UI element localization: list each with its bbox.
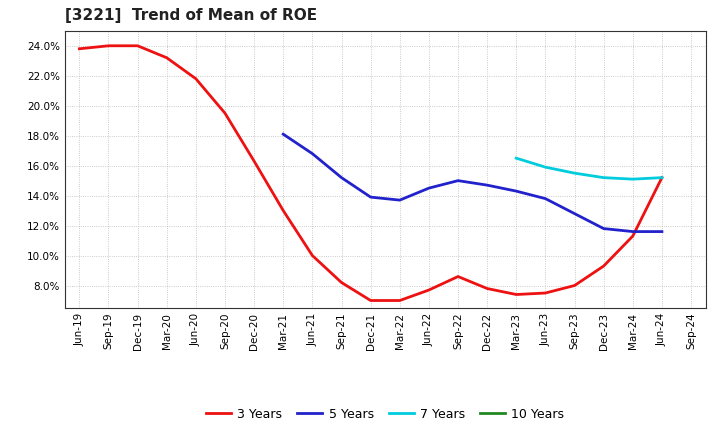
3 Years <box>75 46 84 51</box>
Line: 3 Years: 3 Years <box>79 46 662 301</box>
3 Years <box>163 55 171 60</box>
5 Years <box>454 178 462 183</box>
5 Years <box>483 183 492 188</box>
5 Years <box>512 188 521 194</box>
7 Years <box>570 171 579 176</box>
3 Years <box>366 298 375 303</box>
5 Years <box>337 175 346 180</box>
5 Years <box>308 151 317 156</box>
5 Years <box>279 132 287 137</box>
3 Years <box>133 43 142 48</box>
3 Years <box>629 234 637 239</box>
3 Years <box>104 43 113 48</box>
5 Years <box>366 194 375 200</box>
Line: 7 Years: 7 Years <box>516 158 662 179</box>
3 Years <box>279 208 287 213</box>
5 Years <box>395 198 404 203</box>
5 Years <box>570 211 579 216</box>
7 Years <box>599 175 608 180</box>
3 Years <box>599 264 608 269</box>
5 Years <box>541 196 550 201</box>
5 Years <box>629 229 637 234</box>
5 Years <box>657 229 666 234</box>
3 Years <box>250 158 258 164</box>
7 Years <box>657 175 666 180</box>
3 Years <box>220 110 229 116</box>
5 Years <box>425 186 433 191</box>
3 Years <box>483 286 492 291</box>
Legend: 3 Years, 5 Years, 7 Years, 10 Years: 3 Years, 5 Years, 7 Years, 10 Years <box>201 403 570 426</box>
3 Years <box>337 280 346 285</box>
3 Years <box>512 292 521 297</box>
3 Years <box>570 283 579 288</box>
3 Years <box>395 298 404 303</box>
3 Years <box>541 290 550 296</box>
7 Years <box>512 155 521 161</box>
5 Years <box>599 226 608 231</box>
Line: 5 Years: 5 Years <box>283 134 662 231</box>
7 Years <box>629 176 637 182</box>
3 Years <box>192 76 200 81</box>
3 Years <box>657 175 666 180</box>
3 Years <box>454 274 462 279</box>
Text: [3221]  Trend of Mean of ROE: [3221] Trend of Mean of ROE <box>65 7 317 23</box>
7 Years <box>541 165 550 170</box>
3 Years <box>308 253 317 258</box>
3 Years <box>425 287 433 293</box>
